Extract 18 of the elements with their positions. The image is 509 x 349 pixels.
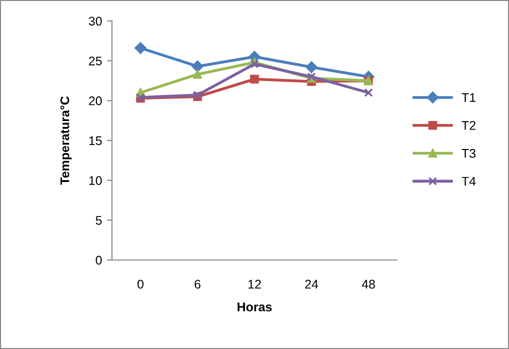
x-tick-label: 12 [248, 280, 261, 289]
x-tick-label: 6 [194, 280, 200, 289]
y-tick-label: 5 [96, 216, 102, 225]
y-axis-title: Temperatura°C [60, 96, 72, 185]
y-tick-label: 0 [96, 256, 102, 265]
y-tick-label: 20 [88, 96, 102, 106]
y-tick-label: 30 [88, 16, 102, 26]
y-tick-label: 25 [88, 56, 102, 66]
legend-label: T4 [462, 176, 476, 186]
y-tick-label: 15 [89, 136, 102, 146]
legend-label: T3 [462, 148, 476, 158]
y-tick-label: 10 [89, 176, 102, 185]
x-tick-label: 24 [305, 280, 318, 289]
x-tick-label: 48 [362, 280, 375, 289]
legend-label: T1 [462, 93, 476, 102]
legend-label: T2 [462, 121, 476, 130]
x-axis-title: Horas [238, 302, 272, 312]
x-tick-label: 0 [137, 280, 144, 289]
